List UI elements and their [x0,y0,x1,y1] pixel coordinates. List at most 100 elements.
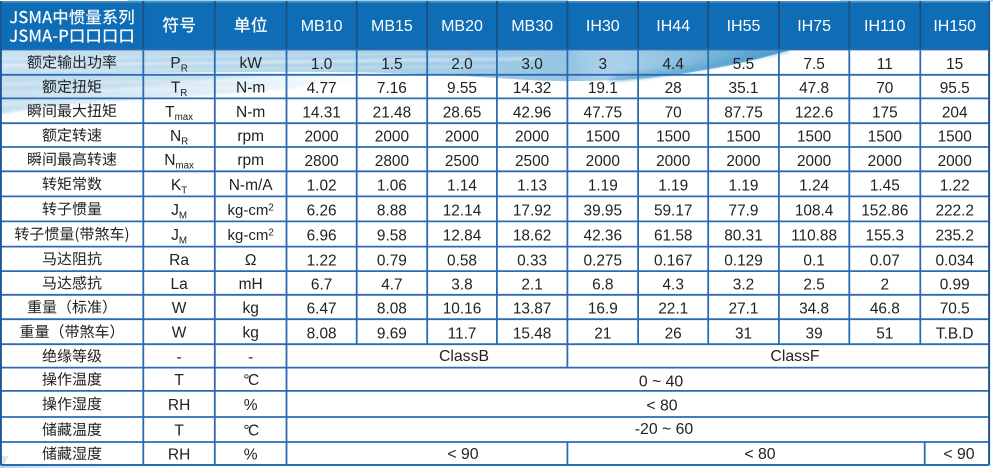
svg-text:47.75: 47.75 [584,104,623,121]
svg-text:2.5: 2.5 [803,277,824,294]
svg-text:28: 28 [665,80,682,97]
svg-text:kg: kg [243,325,259,342]
svg-text:-: - [177,349,182,366]
svg-text:0.58: 0.58 [447,253,477,270]
svg-text:2800: 2800 [375,153,409,170]
svg-text:2: 2 [881,277,890,294]
svg-text:T: T [174,372,184,389]
svg-text:6.8: 6.8 [592,277,613,294]
svg-text:2000: 2000 [656,153,690,170]
svg-text:0.129: 0.129 [724,253,763,270]
svg-text:< 90: < 90 [943,446,974,463]
svg-text:IH44: IH44 [656,18,690,35]
svg-text:8.08: 8.08 [377,301,407,318]
svg-text:2000: 2000 [938,153,972,170]
svg-text:34.8: 34.8 [799,301,829,318]
svg-text:10.16: 10.16 [443,301,482,318]
svg-text:1.19: 1.19 [658,178,688,195]
svg-text:°C: °C [243,372,259,389]
svg-text:8.08: 8.08 [307,325,337,342]
svg-text:4.7: 4.7 [381,277,402,294]
svg-text:16.9: 16.9 [588,301,618,318]
svg-text:80.31: 80.31 [724,228,763,245]
svg-text:1.13: 1.13 [517,178,547,195]
svg-text:11.7: 11.7 [448,325,477,342]
svg-text:%: % [244,397,258,414]
svg-text:IH30: IH30 [586,18,620,35]
svg-text:21: 21 [594,325,611,342]
svg-text:4.3: 4.3 [662,277,683,294]
svg-text:0.167: 0.167 [654,253,693,270]
svg-text:47.8: 47.8 [799,80,829,97]
svg-text:N-m: N-m [236,104,265,121]
svg-text:IH110: IH110 [864,18,906,35]
svg-text:2000: 2000 [797,153,831,170]
svg-text:204: 204 [942,104,968,121]
svg-text:2.1: 2.1 [521,277,542,294]
svg-text:1500: 1500 [656,129,690,146]
svg-text:MB20: MB20 [441,18,483,35]
svg-text:0.034: 0.034 [935,253,974,270]
svg-text:-: - [248,349,253,366]
svg-text:0.79: 0.79 [377,253,407,270]
svg-text:15.48: 15.48 [513,325,552,342]
svg-text:17.92: 17.92 [513,203,552,220]
svg-text:22.1: 22.1 [658,301,688,318]
svg-text:31: 31 [735,325,752,342]
svg-text:2000: 2000 [586,153,620,170]
svg-text:70.5: 70.5 [940,301,970,318]
svg-text:1.22: 1.22 [307,253,337,270]
svg-text:51: 51 [876,325,893,342]
svg-text:ClassF: ClassF [770,348,819,365]
svg-text:MB30: MB30 [511,18,553,35]
svg-text:0.99: 0.99 [940,277,970,294]
svg-text:3.0: 3.0 [521,56,542,73]
svg-text:46.8: 46.8 [870,301,900,318]
svg-text:4.77: 4.77 [307,80,337,97]
svg-text:122.6: 122.6 [795,104,834,121]
svg-text:1500: 1500 [586,129,620,146]
svg-text:2800: 2800 [304,153,338,170]
svg-text:26: 26 [665,325,682,342]
svg-text:14.31: 14.31 [302,104,341,121]
svg-text:IH150: IH150 [933,18,976,35]
svg-text:61.58: 61.58 [654,228,693,245]
svg-text:T.B.D: T.B.D [936,325,974,342]
svg-text:7.5: 7.5 [803,56,824,73]
svg-text:2000: 2000 [515,129,549,146]
svg-text:27.1: 27.1 [729,301,759,318]
svg-text:La: La [170,276,188,293]
svg-text:W: W [172,300,187,317]
svg-text:11: 11 [877,56,893,73]
svg-text:Ra: Ra [169,252,189,269]
svg-text:39.95: 39.95 [584,203,623,220]
svg-text:39: 39 [806,325,823,342]
svg-text:MB10: MB10 [301,18,343,35]
svg-text:rpm: rpm [237,128,264,145]
svg-text:77.9: 77.9 [729,203,759,220]
svg-text:1.5: 1.5 [381,56,402,73]
svg-text:mH: mH [239,276,263,293]
svg-text:70: 70 [665,104,682,121]
svg-text:Ω: Ω [245,252,257,269]
svg-text:87.75: 87.75 [724,104,763,121]
svg-text:1.02: 1.02 [307,178,337,195]
svg-text:59.17: 59.17 [654,203,693,220]
svg-text:70: 70 [876,80,893,97]
svg-text:IH75: IH75 [797,18,831,35]
svg-text:kg-cm2: kg-cm2 [228,202,274,219]
svg-text:28.65: 28.65 [443,104,482,121]
svg-text:2500: 2500 [515,153,549,170]
svg-text:9.69: 9.69 [377,325,407,342]
svg-text:3: 3 [599,56,608,73]
svg-text:1.06: 1.06 [377,178,407,195]
svg-text:0.1: 0.1 [803,253,824,270]
svg-text:RH: RH [168,397,190,414]
svg-text:6.47: 6.47 [307,301,337,318]
svg-text:5.5: 5.5 [733,56,754,73]
svg-text:1.45: 1.45 [870,178,900,195]
svg-text:42.36: 42.36 [584,228,623,245]
svg-text:1500: 1500 [938,129,972,146]
svg-text:kg-cm2: kg-cm2 [228,227,274,244]
svg-text:2500: 2500 [445,153,479,170]
